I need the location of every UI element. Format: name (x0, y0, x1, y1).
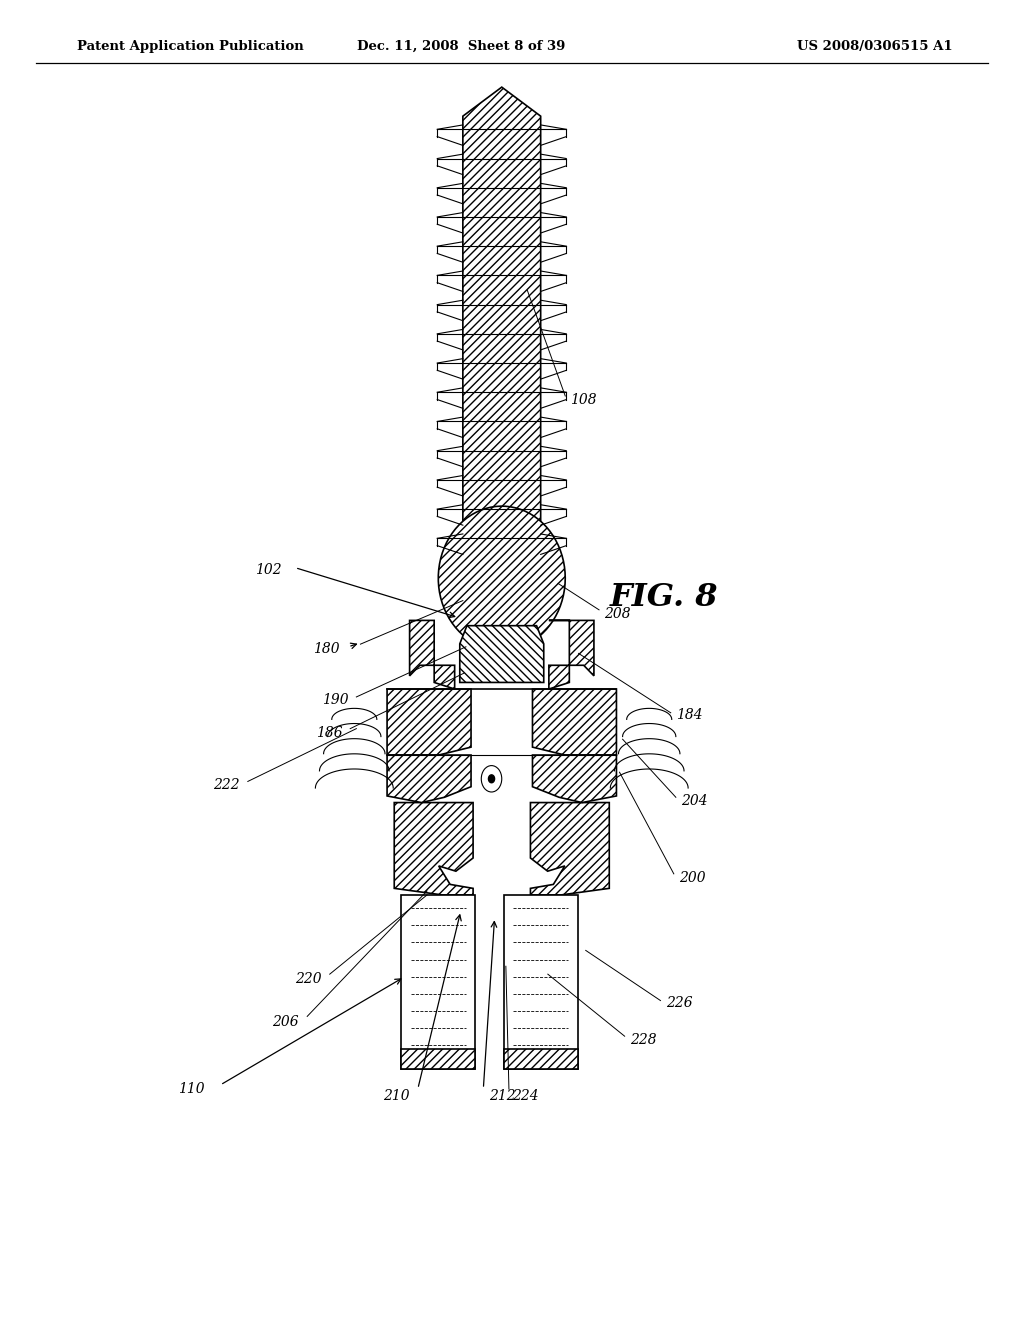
Text: US 2008/0306515 A1: US 2008/0306515 A1 (797, 40, 952, 53)
Text: 184: 184 (676, 709, 702, 722)
Text: 228: 228 (630, 1034, 656, 1047)
Polygon shape (463, 87, 541, 554)
Polygon shape (532, 755, 616, 803)
Text: FIG. 8: FIG. 8 (609, 582, 718, 614)
Polygon shape (387, 755, 471, 803)
Text: 226: 226 (666, 997, 692, 1010)
Polygon shape (401, 895, 475, 1069)
Text: 190: 190 (322, 693, 348, 706)
Polygon shape (401, 1049, 475, 1069)
Polygon shape (530, 803, 609, 895)
Polygon shape (438, 506, 565, 651)
Text: 206: 206 (272, 1015, 299, 1028)
Text: 208: 208 (604, 607, 631, 620)
Circle shape (488, 775, 495, 783)
Text: 108: 108 (570, 393, 597, 407)
Text: 220: 220 (295, 973, 322, 986)
Polygon shape (504, 1049, 578, 1069)
Text: 204: 204 (681, 795, 708, 808)
Polygon shape (394, 803, 473, 895)
Text: 222: 222 (213, 779, 240, 792)
Polygon shape (410, 620, 455, 689)
Text: Patent Application Publication: Patent Application Publication (77, 40, 303, 53)
Polygon shape (549, 620, 594, 689)
Polygon shape (387, 689, 471, 755)
Polygon shape (532, 689, 616, 755)
Text: Dec. 11, 2008  Sheet 8 of 39: Dec. 11, 2008 Sheet 8 of 39 (356, 40, 565, 53)
Text: 212: 212 (489, 1089, 516, 1102)
Text: 186: 186 (316, 726, 343, 739)
Text: 110: 110 (178, 1082, 205, 1096)
Text: 180: 180 (313, 643, 340, 656)
Polygon shape (504, 895, 578, 1069)
Text: 200: 200 (679, 871, 706, 884)
Circle shape (481, 766, 502, 792)
Polygon shape (460, 626, 544, 682)
Text: 210: 210 (383, 1089, 410, 1102)
Text: 224: 224 (512, 1089, 539, 1102)
Text: 102: 102 (255, 564, 282, 577)
